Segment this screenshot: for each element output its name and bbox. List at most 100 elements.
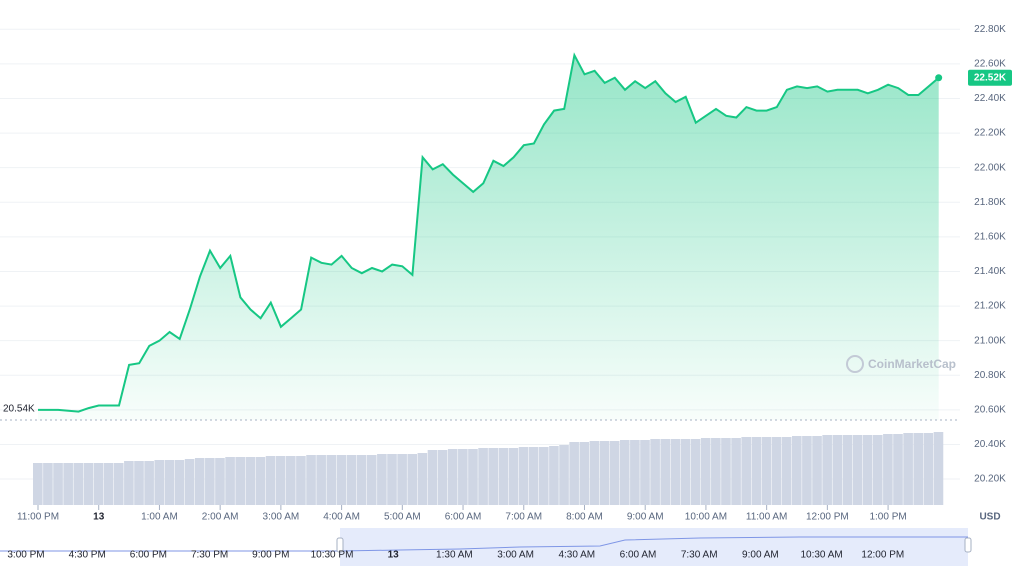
navigator-handle[interactable]	[964, 537, 972, 553]
volume-bar	[215, 458, 225, 505]
volume-bar	[397, 454, 407, 505]
navigator-label: 9:00 PM	[252, 550, 289, 561]
x-tick-label: 3:00 AM	[263, 512, 300, 523]
volume-bar	[275, 456, 286, 505]
volume-bar	[832, 435, 843, 505]
x-tick-label: 1:00 PM	[869, 512, 906, 523]
x-tick-label: 5:00 AM	[384, 512, 421, 523]
volume-bar	[539, 447, 549, 505]
volume-bar	[893, 434, 903, 505]
volume-bar	[458, 449, 468, 505]
volume-bar	[447, 449, 458, 505]
volume-bar	[124, 461, 134, 505]
volume-bar	[134, 461, 144, 505]
y-tick-label: 20.40K	[974, 439, 1006, 450]
volume-bar	[103, 463, 114, 505]
y-tick-label: 22.00K	[974, 162, 1006, 173]
volume-bar	[33, 463, 43, 505]
volume-bar	[468, 449, 478, 505]
volume-bar	[751, 437, 762, 505]
volume-bar	[700, 438, 711, 505]
x-tick-label: 7:00 AM	[505, 512, 542, 523]
y-tick-label: 22.60K	[974, 59, 1006, 70]
x-tick-label: 12:00 PM	[806, 512, 849, 523]
volume-bar	[306, 455, 316, 505]
plot	[38, 52, 943, 420]
volume-bars	[33, 432, 944, 505]
volume-bar	[296, 456, 306, 505]
volume-bar	[326, 455, 337, 505]
volume-bar	[113, 463, 124, 505]
start-price-label: 20.54K	[3, 404, 35, 415]
volume-bar	[245, 457, 256, 505]
volume-bar	[194, 458, 205, 505]
volume-bar	[154, 460, 165, 505]
y-tick-label: 22.20K	[974, 128, 1006, 139]
volume-bar	[336, 455, 347, 505]
volume-bar	[771, 437, 782, 505]
x-tick-label: 10:00 AM	[685, 512, 727, 523]
last-price-dot	[935, 74, 943, 82]
x-tick-label: 8:00 AM	[566, 512, 603, 523]
y-tick-label: 21.40K	[974, 266, 1006, 277]
volume-bar	[761, 437, 772, 505]
volume-bar	[508, 448, 519, 505]
volume-bar	[721, 438, 731, 505]
navigator-label: 6:00 AM	[620, 550, 657, 561]
navigator: 3:00 PM 4:30 PM 6:00 PM 7:30 PM 9:00 PM 10:30…	[0, 528, 1024, 568]
x-tick-label: 9:00 AM	[627, 512, 664, 523]
volume-bar	[437, 450, 448, 505]
volume-bar	[427, 450, 438, 505]
volume-bar	[83, 463, 94, 505]
volume-bar	[579, 442, 590, 505]
volume-bar	[812, 436, 822, 505]
volume-bar	[923, 433, 934, 505]
volume-bar	[407, 454, 418, 505]
volume-bar	[599, 441, 610, 505]
volume-bar	[144, 461, 154, 505]
volume-bar	[822, 435, 832, 505]
navigator-label: 1:30 AM	[436, 550, 473, 561]
volume-bar	[731, 438, 741, 505]
volume-bar	[286, 456, 296, 505]
volume-bar	[872, 435, 883, 505]
volume-bar	[377, 454, 387, 505]
volume-bar	[852, 435, 863, 505]
volume-bar	[660, 439, 671, 505]
navigator-handle[interactable]	[336, 537, 344, 553]
navigator-label: 3:00 AM	[497, 550, 534, 561]
volume-bar	[225, 457, 235, 505]
y-tick-label: 20.20K	[974, 474, 1006, 485]
navigator-label: 7:30 AM	[681, 550, 718, 561]
price-area	[38, 55, 939, 420]
volume-bar	[528, 447, 539, 505]
watermark-text: CoinMarketCap	[868, 357, 956, 371]
y-tick-label: 21.20K	[974, 301, 1006, 312]
volume-bar	[63, 463, 73, 505]
x-tick-label: 13	[93, 512, 105, 523]
volume-bar	[235, 457, 245, 505]
x-tick-label: 4:00 AM	[323, 512, 360, 523]
y-tick-label: 21.80K	[974, 197, 1006, 208]
volume-bar	[630, 440, 640, 505]
volume-bar	[913, 433, 924, 505]
x-tick-label: 1:00 AM	[141, 512, 178, 523]
last-price-box	[968, 69, 1012, 86]
volume-bar	[164, 460, 175, 505]
x-tick-label: 11:00 PM	[17, 512, 59, 523]
volume-bar	[366, 455, 377, 505]
navigator-label: 9:00 AM	[742, 550, 779, 561]
navigator-selection[interactable]	[340, 528, 968, 566]
volume-bar	[589, 441, 600, 505]
volume-bar	[417, 453, 428, 505]
volume-bar	[883, 434, 893, 505]
navigator-label: 4:30 PM	[69, 550, 106, 561]
last-price-label: 22.52K	[974, 72, 1007, 83]
volume-bar	[569, 442, 579, 505]
volume-bar	[93, 463, 104, 505]
volume-bar	[43, 463, 53, 505]
volume-bar	[650, 439, 660, 505]
volume-bar	[184, 459, 195, 505]
